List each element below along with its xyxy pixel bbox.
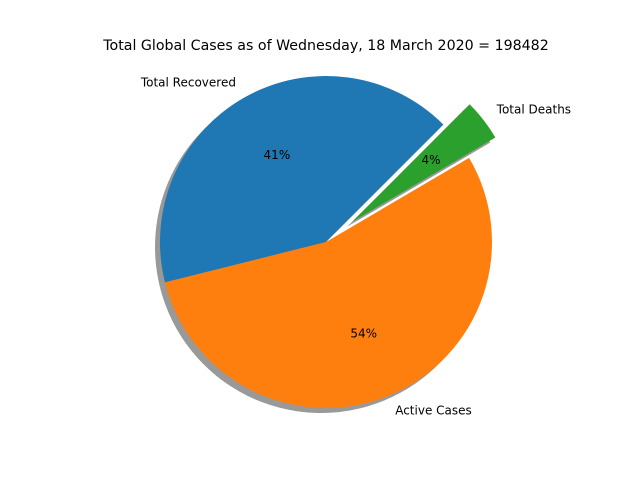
slice-label-total-recovered: Total Recovered <box>140 76 236 90</box>
slice-label-active-cases: Active Cases <box>395 403 472 417</box>
slice-percent-total-deaths: 4% <box>422 153 441 167</box>
pie-label-layer: Total Recovered 41% Active Cases 54% Total D… <box>140 76 571 418</box>
chart-title: Total Global Cases as of Wednesday, 18 M… <box>102 38 548 54</box>
slice-total-recovered <box>159 76 444 283</box>
pie-slice-layer <box>159 76 496 409</box>
slice-total-deaths <box>352 104 496 222</box>
slice-percent-active-cases: 54% <box>350 327 377 341</box>
slice-active-cases <box>164 157 493 409</box>
slice-percent-total-recovered: 41% <box>264 148 291 162</box>
slice-label-total-deaths: Total Deaths <box>496 102 571 116</box>
